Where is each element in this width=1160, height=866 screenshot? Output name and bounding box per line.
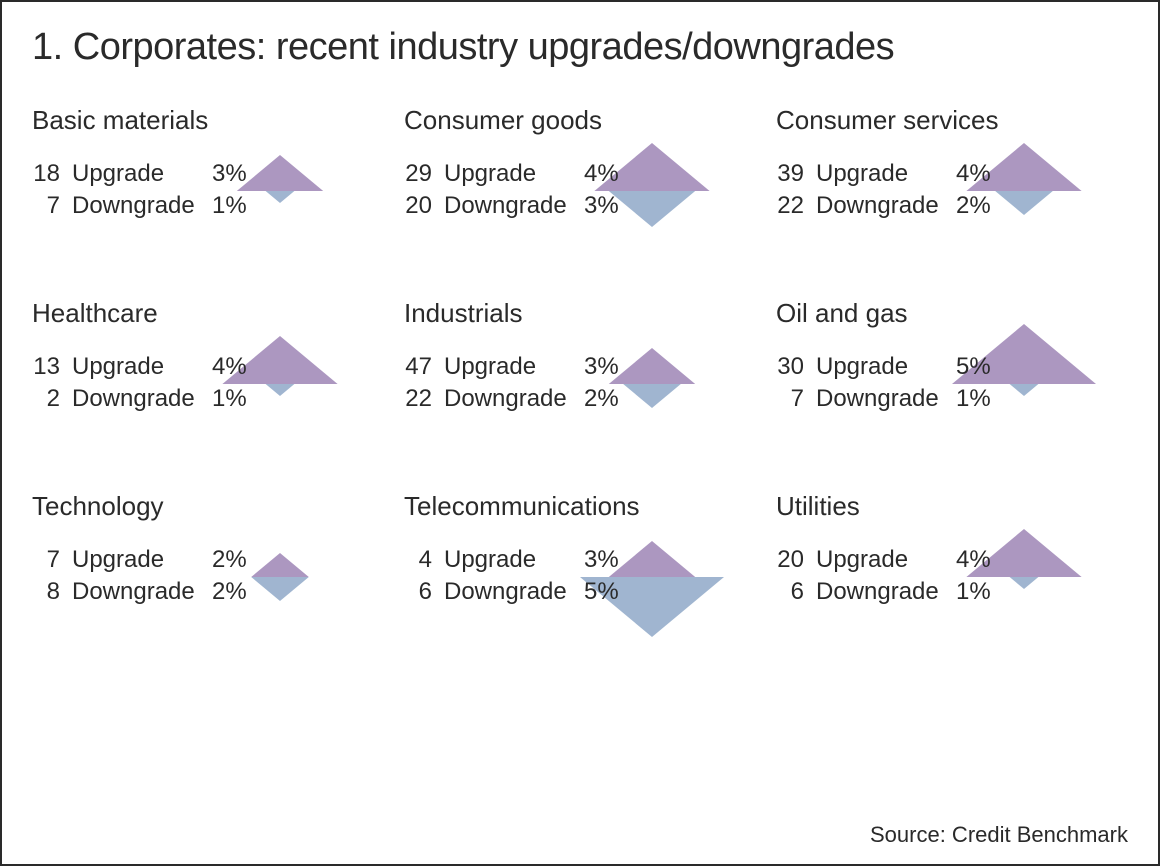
- upgrade-label: Upgrade: [816, 351, 956, 383]
- upgrade-pct: 5%: [956, 351, 1006, 383]
- sector-cell: Basic materials18Upgrade3%7Downgrade1%: [32, 105, 384, 228]
- downgrade-count: 6: [776, 576, 816, 608]
- sector-cell: Consumer services39Upgrade4%22Downgrade2…: [776, 105, 1128, 228]
- upgrade-pct: 4%: [212, 351, 262, 383]
- upgrade-count: 29: [404, 158, 444, 190]
- sector-rows: 7Upgrade2% 8Downgrade2%: [32, 544, 384, 614]
- downgrade-label: Downgrade: [444, 576, 584, 608]
- upgrade-pct: 2%: [212, 544, 262, 576]
- sector-cell: Technology7Upgrade2%8Downgrade2%: [32, 491, 384, 614]
- upgrade-label: Upgrade: [72, 158, 212, 190]
- upgrade-pct: 4%: [956, 158, 1006, 190]
- downgrade-label: Downgrade: [444, 190, 584, 222]
- downgrade-count: 8: [32, 576, 72, 608]
- chart-panel: 1. Corporates: recent industry upgrades/…: [0, 0, 1160, 866]
- upgrade-count: 39: [776, 158, 816, 190]
- downgrade-count: 2: [32, 383, 72, 415]
- downgrade-pct: 2%: [584, 383, 634, 415]
- upgrade-count: 20: [776, 544, 816, 576]
- sector-grid: Basic materials18Upgrade3%7Downgrade1%Co…: [32, 105, 1128, 614]
- sector-rows: 20Upgrade4% 6Downgrade1%: [776, 544, 1128, 614]
- sector-rows: 13Upgrade4% 2Downgrade1%: [32, 351, 384, 421]
- downgrade-triangle-icon: [1010, 577, 1039, 589]
- downgrade-count: 22: [404, 383, 444, 415]
- upgrade-pct: 3%: [584, 351, 634, 383]
- downgrade-count: 7: [32, 190, 72, 222]
- sector-cell: Consumer goods29Upgrade4%20Downgrade3%: [404, 105, 756, 228]
- upgrade-count: 13: [32, 351, 72, 383]
- downgrade-label: Downgrade: [444, 383, 584, 415]
- downgrade-pct: 1%: [212, 383, 262, 415]
- sector-rows: 39Upgrade4% 22Downgrade2%: [776, 158, 1128, 228]
- downgrade-count: 7: [776, 383, 816, 415]
- upgrade-count: 30: [776, 351, 816, 383]
- upgrade-pct: 3%: [212, 158, 262, 190]
- upgrade-label: Upgrade: [444, 351, 584, 383]
- sector-cell: Telecommunications4Upgrade3%6Downgrade5%: [404, 491, 756, 614]
- sector-rows: 18Upgrade3% 7Downgrade1%: [32, 158, 384, 228]
- upgrade-label: Upgrade: [444, 158, 584, 190]
- upgrade-label: Upgrade: [444, 544, 584, 576]
- upgrade-label: Upgrade: [72, 351, 212, 383]
- downgrade-triangle-icon: [266, 191, 295, 203]
- sector-rows: 30Upgrade5% 7Downgrade1%: [776, 351, 1128, 421]
- sector-rows: 4Upgrade3% 6Downgrade5%: [404, 544, 756, 614]
- upgrade-pct: 4%: [956, 544, 1006, 576]
- upgrade-count: 18: [32, 158, 72, 190]
- sector-cell: Utilities20Upgrade4%6Downgrade1%: [776, 491, 1128, 614]
- downgrade-count: 6: [404, 576, 444, 608]
- upgrade-label: Upgrade: [816, 544, 956, 576]
- sector-cell: Oil and gas30Upgrade5%7Downgrade1%: [776, 298, 1128, 421]
- upgrade-count: 4: [404, 544, 444, 576]
- downgrade-pct: 1%: [956, 576, 1006, 608]
- downgrade-triangle-icon: [1010, 384, 1039, 396]
- downgrade-label: Downgrade: [72, 576, 212, 608]
- upgrade-count: 47: [404, 351, 444, 383]
- upgrade-label: Upgrade: [72, 544, 212, 576]
- downgrade-pct: 1%: [956, 383, 1006, 415]
- downgrade-triangle-icon: [266, 384, 295, 396]
- upgrade-count: 7: [32, 544, 72, 576]
- downgrade-count: 20: [404, 190, 444, 222]
- downgrade-label: Downgrade: [72, 383, 212, 415]
- downgrade-pct: 2%: [956, 190, 1006, 222]
- sector-cell: Healthcare13Upgrade4%2Downgrade1%: [32, 298, 384, 421]
- downgrade-label: Downgrade: [816, 576, 956, 608]
- upgrade-label: Upgrade: [816, 158, 956, 190]
- downgrade-count: 22: [776, 190, 816, 222]
- downgrade-pct: 3%: [584, 190, 634, 222]
- upgrade-pct: 4%: [584, 158, 634, 190]
- downgrade-pct: 1%: [212, 190, 262, 222]
- sector-rows: 47Upgrade3% 22Downgrade2%: [404, 351, 756, 421]
- source-attribution: Source: Credit Benchmark: [870, 822, 1128, 848]
- chart-title: 1. Corporates: recent industry upgrades/…: [32, 26, 1128, 69]
- downgrade-pct: 5%: [584, 576, 634, 608]
- downgrade-label: Downgrade: [72, 190, 212, 222]
- downgrade-label: Downgrade: [816, 190, 956, 222]
- sector-rows: 29Upgrade4% 20Downgrade3%: [404, 158, 756, 228]
- downgrade-pct: 2%: [212, 576, 262, 608]
- upgrade-pct: 3%: [584, 544, 634, 576]
- downgrade-label: Downgrade: [816, 383, 956, 415]
- sector-cell: Industrials47Upgrade3%22Downgrade2%: [404, 298, 756, 421]
